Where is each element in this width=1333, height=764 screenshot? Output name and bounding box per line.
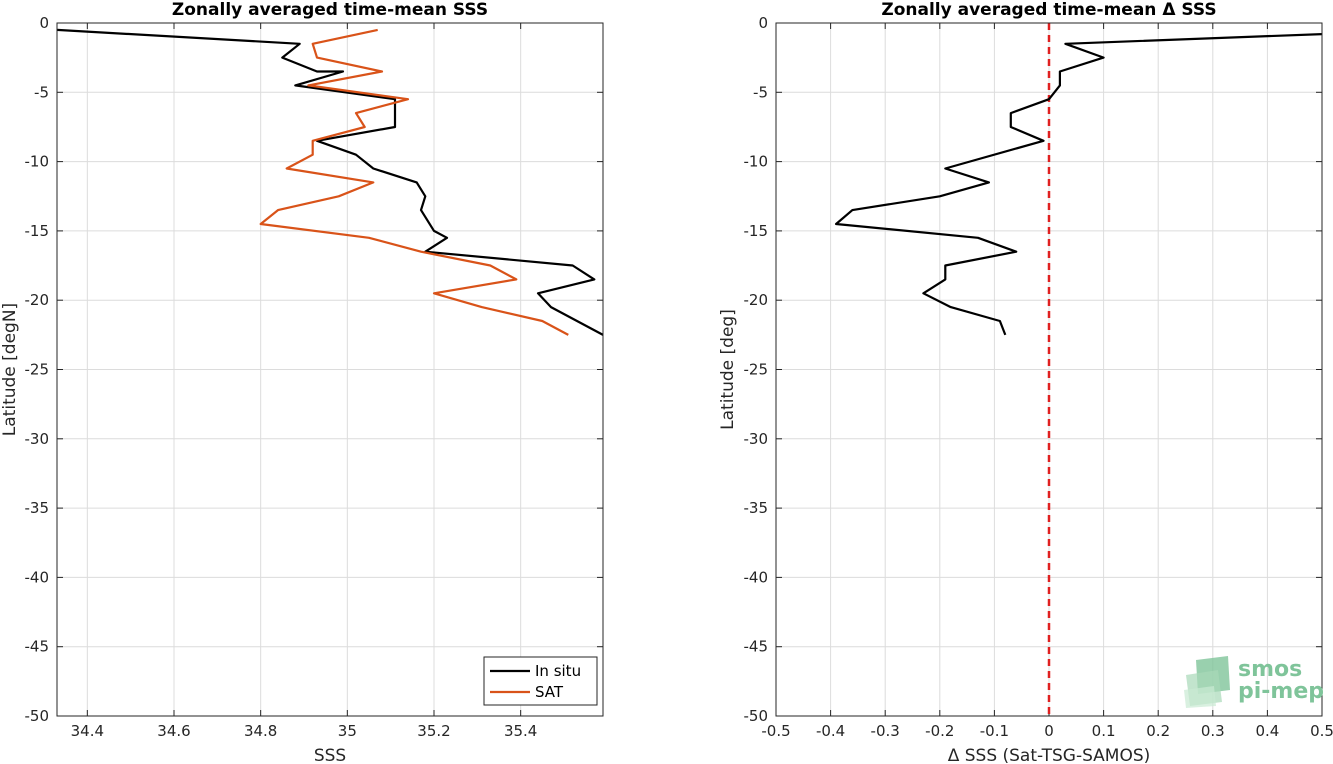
chart2-xtick-label: -0.4 [816, 722, 845, 740]
chart1-ytick-label: -45 [25, 638, 50, 656]
chart2-xtick-label: 0.3 [1201, 722, 1225, 740]
legend-label: SAT [535, 683, 564, 701]
chart1-ytick-label: -30 [25, 430, 50, 448]
chart2-ylabel: Latitude [deg] [718, 309, 738, 430]
chart1-ytick-label: -20 [25, 291, 50, 309]
chart2-ytick-label: -40 [744, 568, 769, 586]
chart1-title: Zonally averaged time-mean SSS [172, 0, 488, 20]
chart2-xtick-label: 0.5 [1310, 722, 1333, 740]
chart2-xtick-label: -0.5 [761, 722, 790, 740]
chart2-ytick-label: -20 [744, 291, 769, 309]
chart1-ytick-label: -10 [25, 153, 50, 171]
legend-label: In situ [535, 662, 581, 680]
chart2-series-line-0 [834, 33, 1323, 336]
chart1-ytick-label: -50 [25, 707, 50, 725]
chart2-title: Zonally averaged time-mean Δ SSS [881, 0, 1216, 20]
chart2-xtick-label: -0.1 [980, 722, 1009, 740]
chart1-ytick-label: -5 [34, 83, 49, 101]
chart1-ytick-label: -15 [25, 222, 50, 240]
chart2-xtick-label: 0.1 [1092, 722, 1116, 740]
chart2-ytick-label: -30 [744, 430, 769, 448]
chart2-ytick-label: -35 [744, 499, 769, 517]
logo-text-line1: smos [1238, 657, 1302, 682]
chart1-xtick-label: 34.4 [71, 722, 104, 740]
chart2-ytick-label: -5 [753, 83, 768, 101]
chart2-xlabel: Δ SSS (Sat-TSG-SAMOS) [948, 746, 1151, 764]
chart2-ytick-label: -25 [744, 361, 769, 379]
chart1-xtick-label: 35.4 [504, 722, 537, 740]
chart2-xtick-label: 0 [1044, 722, 1054, 740]
chart2-xtick-label: -0.2 [925, 722, 954, 740]
chart1-xtick-label: 34.8 [244, 722, 277, 740]
chart1-xtick-label: 34.6 [157, 722, 190, 740]
chart1-series-line-sat [259, 28, 569, 336]
chart1-xtick-label: 35.2 [417, 722, 450, 740]
chart2-xtick-label: 0.4 [1255, 722, 1279, 740]
logo-text-line2: pi-mep [1238, 679, 1324, 704]
chart1-legend: In situ SAT [483, 656, 598, 706]
chart2-axes-frame [775, 22, 1323, 717]
chart1-ytick-label: -40 [25, 568, 50, 586]
chart2-ytick-label: 0 [758, 14, 768, 32]
chart2-ytick-label: -10 [744, 153, 769, 171]
chart1-ytick-label: 0 [39, 14, 49, 32]
chart2-ytick-label: -15 [744, 222, 769, 240]
chart1-series-line-in-situ [56, 28, 604, 336]
chart1-ytick-label: -25 [25, 361, 50, 379]
chart2-ytick-label: -45 [744, 638, 769, 656]
chart1-axes-frame [56, 22, 604, 717]
chart2-ytick-label: -50 [744, 707, 769, 725]
chart1-ytick-label: -35 [25, 499, 50, 517]
chart1-xlabel: SSS [314, 746, 346, 764]
chart1-ylabel: Latitude [degN] [0, 303, 20, 436]
chart2-xtick-label: -0.3 [871, 722, 900, 740]
legend-box [483, 656, 598, 706]
logo-mark [1184, 686, 1216, 708]
chart1-xtick-label: 35 [338, 722, 357, 740]
chart2-xtick-label: 0.2 [1146, 722, 1170, 740]
